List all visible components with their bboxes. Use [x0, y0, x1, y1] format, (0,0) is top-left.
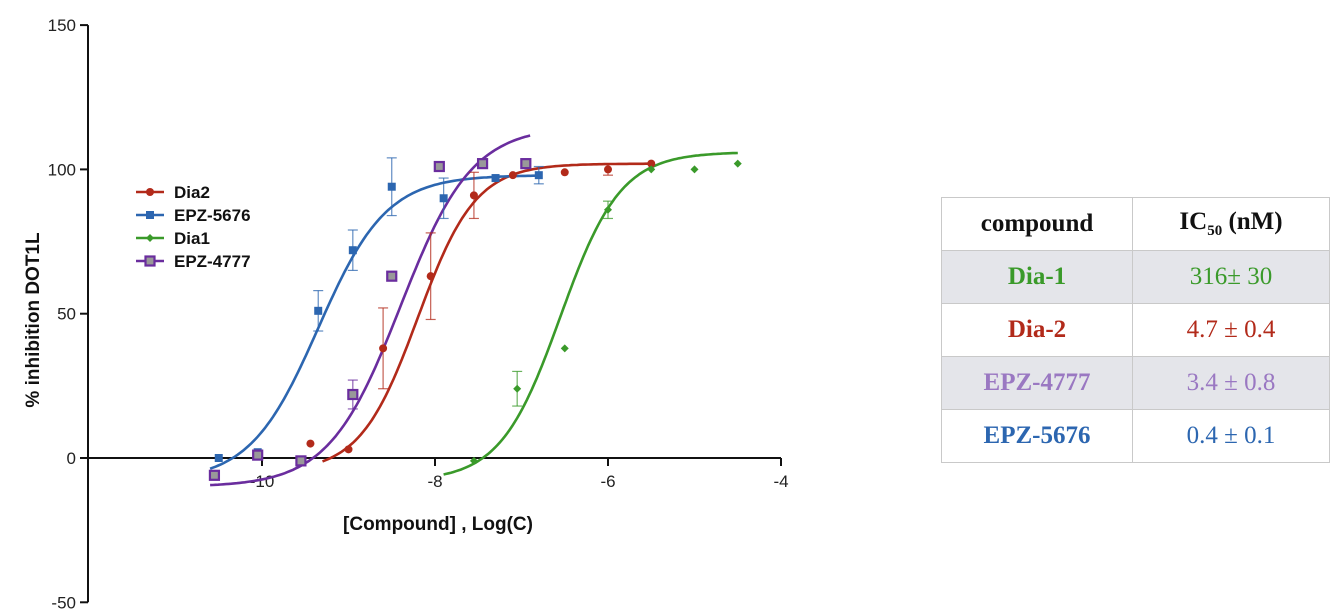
data-point-epz-5676	[439, 194, 448, 203]
data-point-epz-5676	[491, 174, 500, 183]
legend-label: Dia1	[174, 229, 210, 248]
ic50-unit: (nM)	[1222, 208, 1283, 235]
fit-curve-dia2	[322, 162, 652, 463]
x-tick-label: -6	[600, 472, 615, 491]
data-point-dia2	[306, 439, 315, 448]
compound-name: EPZ-5676	[941, 409, 1133, 463]
x-axis-label: [Compound] , Log(C)	[343, 514, 533, 535]
data-point-dia1	[733, 159, 742, 168]
data-point-epz-4777	[252, 449, 264, 461]
legend-label: Dia2	[174, 183, 210, 202]
y-tick-label: 50	[57, 305, 76, 324]
data-point-dia1	[469, 456, 478, 465]
data-point-epz-4777	[433, 160, 445, 173]
y-axis-label: % inhibition DOT1L	[23, 232, 44, 408]
legend-marker	[144, 255, 156, 267]
data-point-dia2	[508, 171, 517, 180]
fit-curve-epz-5676	[209, 174, 539, 470]
ic50-value: 316± 30	[1132, 250, 1330, 304]
ic50-value: 4.7 ± 0.4	[1132, 303, 1330, 357]
legend-label: EPZ-4777	[174, 252, 251, 271]
axes: -50 0 50 100 150 -10 -8 -6 -4	[48, 16, 789, 610]
legend-label: EPZ-5676	[174, 206, 251, 225]
y-tick-label: -50	[51, 593, 76, 610]
ic50-table: compound IC50 (nM) Dia-1 316± 30 Dia-2 4…	[941, 197, 1330, 463]
ic50-subscript: 50	[1207, 223, 1223, 239]
data-point-epz-4777	[386, 270, 398, 282]
legend-marker	[146, 234, 154, 242]
fit-curve-epz-4777	[210, 134, 531, 487]
data-point-epz-5676	[534, 171, 543, 180]
data-point-dia1	[560, 344, 569, 353]
data-point-dia2	[426, 272, 435, 281]
data-point-dia1	[690, 165, 699, 174]
compound-name: Dia-2	[941, 303, 1133, 357]
ic50-value: 0.4 ± 0.1	[1132, 409, 1330, 463]
y-tick-label: 150	[48, 16, 76, 35]
data-point-dia1	[513, 384, 522, 393]
legend-marker	[146, 188, 154, 196]
column-header-compound: compound	[941, 197, 1133, 251]
data-point-epz-4777	[520, 158, 532, 170]
data-point-dia2	[604, 165, 612, 174]
data-point-epz-5676	[314, 306, 323, 315]
table-row: Dia-2 4.7 ± 0.4	[941, 303, 1330, 357]
y-tick-label: 100	[48, 160, 76, 179]
compound-name: EPZ-4777	[941, 356, 1133, 410]
data-point-epz-4777	[208, 469, 221, 481]
table-row: EPZ-4777 3.4 ± 0.8	[941, 356, 1330, 410]
ic50-label: IC	[1179, 208, 1208, 235]
data-point-epz-5676	[387, 182, 396, 191]
data-point-dia1	[647, 165, 656, 174]
legend: Dia2 EPZ-5676 Dia1 EPZ-4777	[136, 183, 251, 271]
data-point-dia2	[344, 445, 353, 454]
table-header-row: compound IC50 (nM)	[941, 197, 1330, 251]
compound-name: Dia-1	[941, 250, 1133, 304]
column-header-ic50: IC50 (nM)	[1132, 197, 1330, 251]
data-point-epz-4777	[295, 455, 307, 467]
ic50-value: 3.4 ± 0.8	[1132, 356, 1330, 410]
x-tick-label: -8	[427, 472, 442, 491]
data-point-dia2	[469, 191, 478, 200]
data-point-dia1	[604, 205, 612, 214]
x-tick-label: -10	[250, 472, 275, 491]
dose-response-chart: -50 0 50 100 150 -10 -8 -6 -4 Dia2 EPZ-5676 Dia1 EP…	[23, 16, 789, 610]
legend-marker	[146, 211, 154, 219]
fit-curve-dia1	[443, 151, 738, 476]
data-point-dia2	[379, 344, 388, 353]
y-tick-label: 0	[67, 449, 76, 468]
data-point-dia2	[647, 159, 656, 168]
data-points	[208, 157, 742, 481]
data-point-epz-4777	[476, 158, 489, 170]
data-point-epz-5676	[214, 454, 223, 462]
data-point-dia2	[560, 168, 569, 177]
x-tick-label: -4	[773, 472, 788, 491]
data-point-epz-5676	[348, 246, 357, 255]
data-point-epz-4777	[347, 388, 359, 401]
fit-curves	[209, 134, 738, 487]
table-row: EPZ-5676 0.4 ± 0.1	[941, 409, 1330, 463]
table-row: Dia-1 316± 30	[941, 250, 1330, 304]
